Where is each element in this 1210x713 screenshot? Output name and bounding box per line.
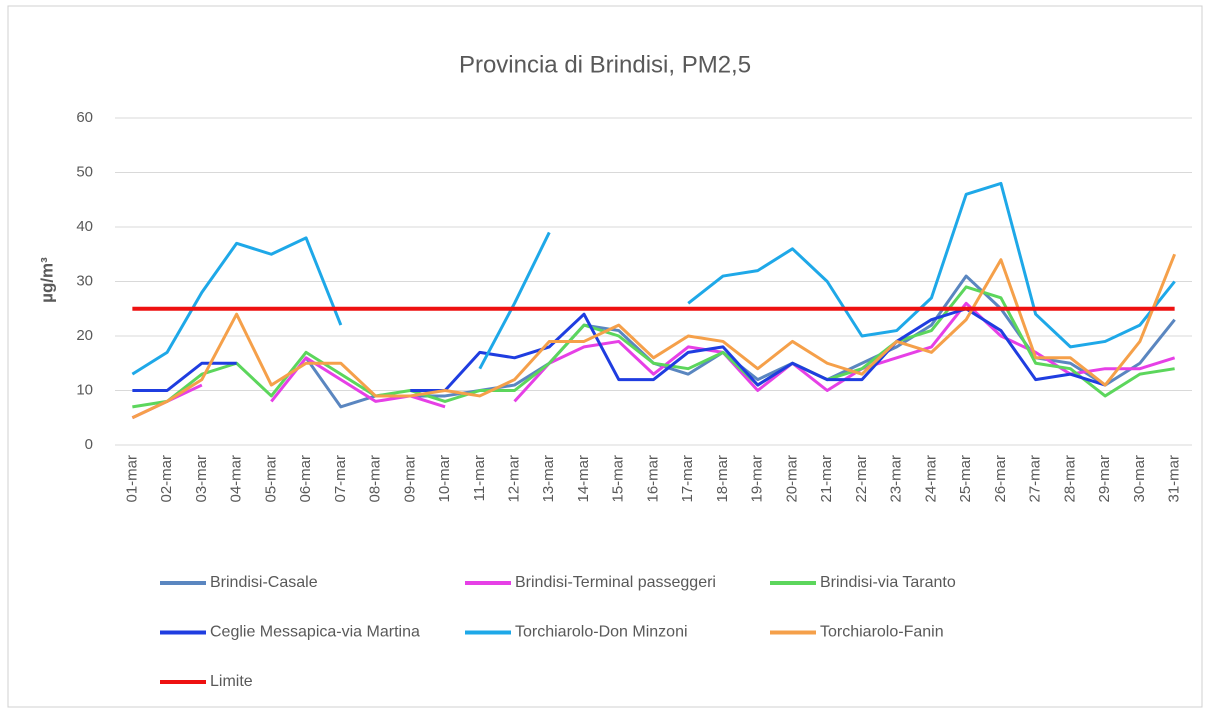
x-tick-label: 14-mar xyxy=(575,455,592,503)
y-tick-label: 10 xyxy=(76,381,93,398)
x-tick-label: 20-mar xyxy=(783,455,800,503)
series-line xyxy=(131,253,1177,420)
x-tick-label: 07-mar xyxy=(332,455,349,503)
legend-label: Torchiarolo-Don Minzoni xyxy=(515,624,688,641)
x-tick-label: 04-mar xyxy=(228,455,245,503)
y-tick-label: 60 xyxy=(76,109,93,126)
y-axis-label: µg/m³ xyxy=(37,257,56,303)
x-tick-label: 16-mar xyxy=(644,455,661,503)
x-tick-label: 11-mar xyxy=(471,455,488,501)
legend-label: Limite xyxy=(210,673,253,690)
x-tick-label: 23-mar xyxy=(888,455,905,503)
x-tick-label: 22-mar xyxy=(853,455,870,503)
legend-label: Brindisi-via Taranto xyxy=(820,574,956,591)
x-tick-label: 09-mar xyxy=(401,455,418,503)
x-tick-label: 10-mar xyxy=(436,455,453,503)
x-tick-label: 06-mar xyxy=(297,455,314,503)
x-tick-label: 25-mar xyxy=(957,455,974,503)
legend-label: Ceglie Messapica-via Martina xyxy=(210,624,420,641)
x-tick-label: 01-mar xyxy=(123,455,140,503)
x-tick-label: 24-mar xyxy=(922,455,939,503)
y-tick-label: 0 xyxy=(85,436,93,453)
x-tick-label: 03-mar xyxy=(193,455,210,503)
x-tick-label: 18-mar xyxy=(714,455,731,503)
x-tick-label: 21-mar xyxy=(818,455,835,503)
legend-label: Torchiarolo-Fanin xyxy=(820,624,944,641)
x-tick-label: 05-mar xyxy=(262,455,279,503)
x-tick-label: 31-mar xyxy=(1166,455,1183,503)
y-tick-label: 20 xyxy=(76,327,93,344)
x-tick-label: 17-mar xyxy=(679,455,696,503)
series-line xyxy=(132,285,1175,409)
x-tick-label: 26-mar xyxy=(992,455,1009,503)
legend-label: Brindisi-Casale xyxy=(210,574,318,591)
x-tick-label: 12-mar xyxy=(506,455,523,503)
y-tick-label: 40 xyxy=(76,218,93,235)
y-tick-label: 30 xyxy=(76,272,93,289)
chart-title: Provincia di Brindisi, PM2,5 xyxy=(459,51,751,78)
x-tick-label: 15-mar xyxy=(610,455,627,503)
x-tick-label: 08-mar xyxy=(367,455,384,503)
x-tick-label: 02-mar xyxy=(158,455,175,503)
legend-label: Brindisi-Terminal passeggeri xyxy=(515,574,716,591)
x-tick-label: 19-mar xyxy=(749,455,766,503)
x-tick-label: 29-mar xyxy=(1096,455,1113,503)
x-tick-label: 27-mar xyxy=(1027,455,1044,503)
y-tick-label: 50 xyxy=(76,163,93,180)
x-tick-label: 13-mar xyxy=(540,455,557,503)
series-line xyxy=(132,307,1106,392)
series-line xyxy=(131,181,1176,376)
x-tick-label: 28-mar xyxy=(1061,455,1078,503)
x-tick-label: 30-mar xyxy=(1131,455,1148,503)
